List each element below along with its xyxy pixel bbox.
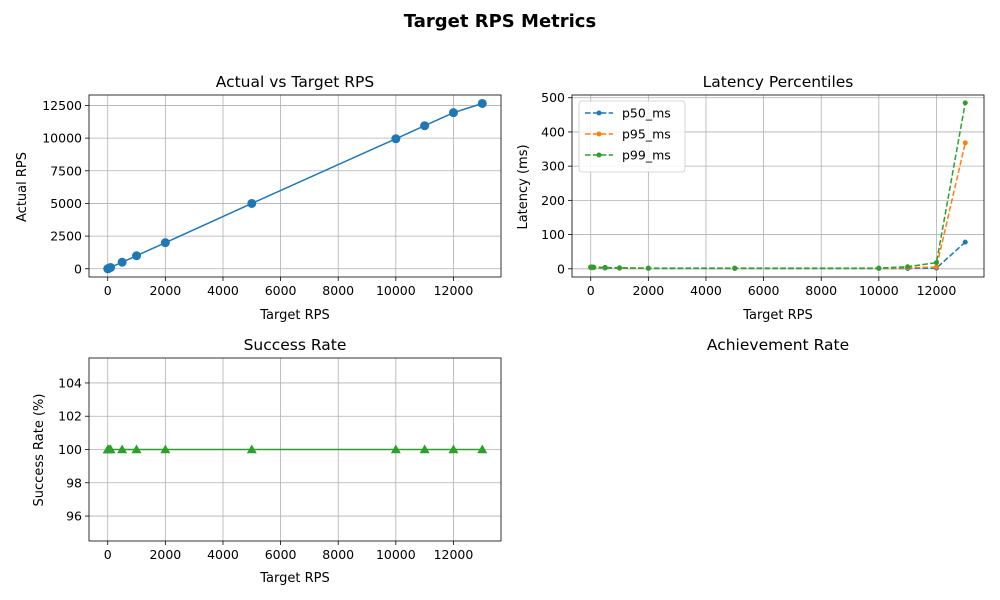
data-point [448,444,459,454]
data-point [420,121,430,131]
data-point [962,239,968,245]
data-point [391,134,401,144]
data-point [962,140,968,146]
panel-title: Achievement Rate [707,336,849,354]
legend-marker [596,110,602,116]
y-axis-label: Latency (ms) [516,144,531,229]
y-tick-label: 5000 [50,196,82,211]
data-point [933,264,939,270]
y-tick-label: 2500 [50,229,82,244]
data-point [477,98,487,108]
panel-title: Success Rate [244,336,347,354]
y-tick-label: 102 [58,409,82,424]
y-tick-label: 500 [541,90,565,105]
x-tick-label: 10000 [376,283,416,298]
latency-percentiles-panel: Latency Percentiles Target RPS Latency (… [516,73,985,323]
x-tick-label: 4000 [207,283,239,298]
x-tick-label: 12000 [434,547,474,562]
data-point [105,444,116,454]
data-point [876,265,882,271]
data-point [106,262,116,272]
legend-marker [596,131,602,137]
x-tick-label: 6000 [748,283,780,298]
data-point [602,264,608,270]
x-tick-label: 4000 [207,547,239,562]
data-point [160,444,171,454]
legend-marker [596,152,602,158]
x-tick-label: 2000 [149,283,181,298]
plot-frame [88,357,502,542]
y-tick-label: 0 [557,261,565,276]
data-point [419,444,430,454]
legend-label: p50_ms [622,106,671,121]
data-point [247,198,257,208]
x-tick-label: 0 [104,283,112,298]
legend-label: p99_ms [622,148,671,163]
y-tick-label: 10000 [42,131,82,146]
data-point [448,108,458,118]
y-tick-label: 100 [58,442,82,457]
x-tick-label: 0 [587,283,595,298]
x-tick-label: 8000 [322,547,354,562]
legend-label: p95_ms [622,127,671,142]
data-point [617,265,623,271]
y-tick-label: 98 [66,475,82,490]
x-tick-label: 6000 [265,283,297,298]
data-point [933,260,939,266]
x-tick-label: 8000 [322,283,354,298]
data-point [160,238,170,248]
actual-vs-target-panel: Actual vs Target RPS Target RPS Actual R… [15,73,502,323]
x-tick-label: 6000 [265,547,297,562]
y-tick-label: 104 [58,375,82,390]
y-tick-label: 400 [541,124,565,139]
data-point [390,444,401,454]
x-tick-label: 2000 [149,547,181,562]
data-point [732,265,738,271]
data-point [477,444,488,454]
y-tick-label: 100 [541,227,565,242]
data-point [117,257,127,267]
plot-frame [88,94,502,278]
x-tick-label: 10000 [376,547,416,562]
data-point [905,264,911,270]
x-tick-label: 10000 [859,283,899,298]
x-axis-label: Target RPS [742,308,812,323]
panel-title: Actual vs Target RPS [216,73,375,91]
data-point [246,444,257,454]
y-axis-label: Success Rate (%) [32,394,47,507]
y-tick-label: 200 [541,193,565,208]
achievement-rate-panel: Achievement Rate [707,336,849,354]
y-tick-label: 7500 [50,163,82,178]
x-tick-label: 0 [104,547,112,562]
y-tick-label: 96 [66,509,82,524]
data-point [132,251,142,261]
panel-title: Latency Percentiles [703,73,854,91]
data-point [131,444,142,454]
y-tick-label: 12500 [42,98,82,113]
y-tick-label: 300 [541,159,565,174]
figure-title: Target RPS Metrics [404,11,596,32]
x-tick-label: 8000 [805,283,837,298]
data-point [962,100,968,106]
plot-frame [571,94,985,278]
y-tick-label: 0 [74,261,82,276]
data-point [591,264,597,270]
x-tick-label: 12000 [434,283,474,298]
x-tick-label: 4000 [690,283,722,298]
x-tick-label: 12000 [917,283,957,298]
data-point [117,444,128,454]
legend: p50_ms p95_ms p99_ms [578,100,686,173]
x-tick-label: 2000 [632,283,664,298]
x-axis-label: Target RPS [259,571,329,586]
x-axis-label: Target RPS [259,308,329,323]
data-point [645,265,651,271]
y-axis-label: Actual RPS [15,152,30,222]
success-rate-panel: Success Rate Target RPS Success Rate (%)… [32,336,502,586]
